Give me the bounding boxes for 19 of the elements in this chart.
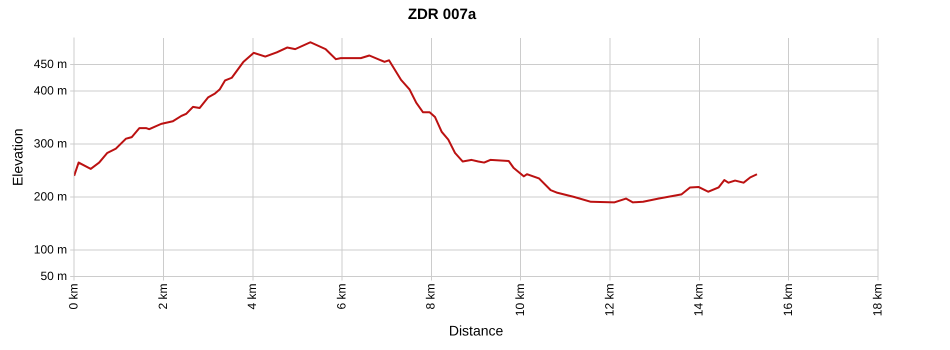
chart-title: ZDR 007a: [408, 6, 477, 24]
y-tick-label: 100 m: [34, 242, 68, 256]
y-tick-label: 450 m: [34, 56, 68, 71]
x-tick-label: 2 km: [156, 284, 170, 310]
y-tick-label: 200 m: [34, 189, 68, 204]
x-tick-label: 0 km: [66, 284, 80, 310]
x-tick-label: 4 km: [245, 284, 260, 310]
x-tick-label: 8 km: [424, 284, 438, 310]
y-tick-label: 400 m: [34, 83, 68, 98]
y-tick-label: 300 m: [34, 136, 68, 150]
y-axis-title: Elevation: [9, 128, 26, 186]
x-tick-label: 10 km: [513, 284, 528, 316]
x-tick-label: 18 km: [870, 284, 884, 316]
x-tick-label: 14 km: [692, 284, 706, 316]
x-tick-label: 16 km: [780, 284, 795, 316]
y-tick-label: 50 m: [40, 268, 68, 283]
x-axis-title: Distance: [448, 322, 504, 338]
x-tick-label: 6 km: [334, 284, 348, 310]
x-tick-label: 12 km: [602, 284, 616, 316]
